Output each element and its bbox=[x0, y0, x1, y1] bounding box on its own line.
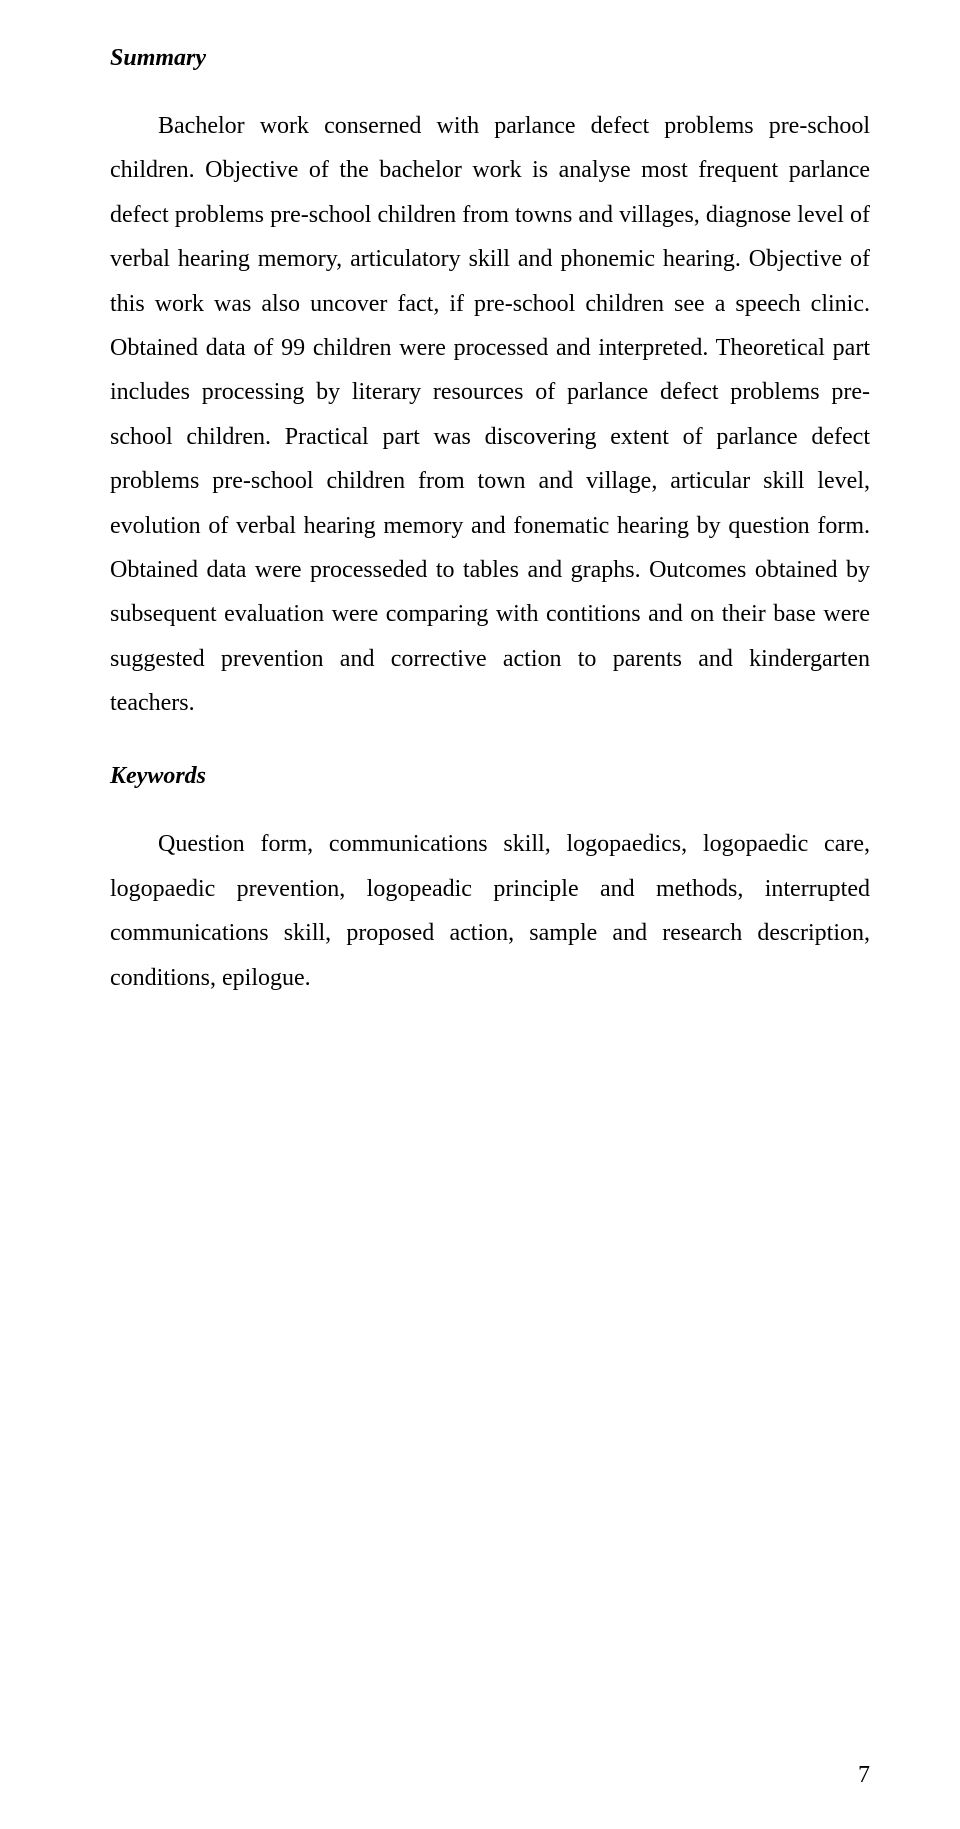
summary-body: Bachelor work conserned with parlance de… bbox=[110, 104, 870, 725]
keywords-body: Question form, communications skill, log… bbox=[110, 822, 870, 1000]
keywords-heading: Keywords bbox=[110, 763, 870, 790]
page-number: 7 bbox=[858, 1762, 870, 1789]
summary-heading: Summary bbox=[110, 45, 870, 72]
